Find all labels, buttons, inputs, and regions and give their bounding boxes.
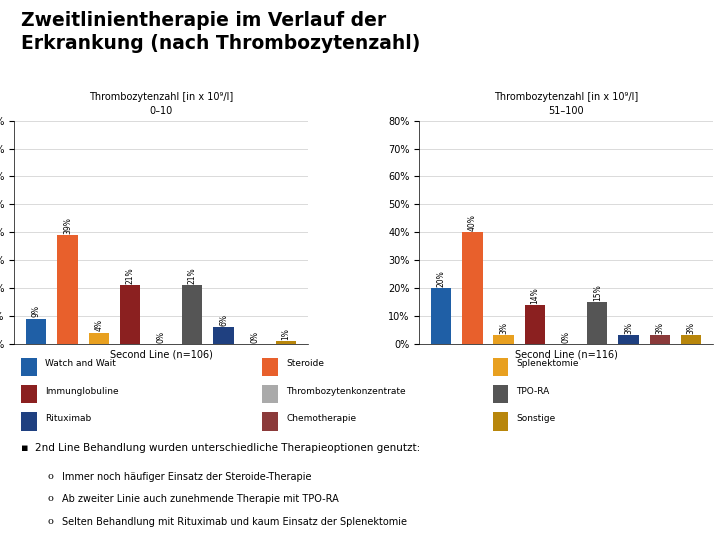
Text: 9%: 9% bbox=[32, 306, 41, 318]
Bar bbox=[26, 319, 46, 343]
Text: Selten Behandlung mit Rituximab und kaum Einsatz der Splenektomie: Selten Behandlung mit Rituximab und kaum… bbox=[62, 517, 407, 527]
Text: 20%: 20% bbox=[437, 270, 446, 287]
Bar bbox=[22, 357, 37, 376]
Bar bbox=[22, 385, 37, 403]
Text: 3%: 3% bbox=[499, 322, 508, 334]
Text: Sonstige: Sonstige bbox=[516, 414, 556, 423]
Bar bbox=[492, 385, 508, 403]
Text: Splenektomie: Splenektomie bbox=[516, 360, 579, 368]
Bar bbox=[618, 335, 639, 343]
Text: 1%: 1% bbox=[282, 328, 290, 340]
Text: 3%: 3% bbox=[655, 322, 665, 334]
Bar bbox=[492, 413, 508, 430]
Text: Immer noch häufiger Einsatz der Steroide-Therapie: Immer noch häufiger Einsatz der Steroide… bbox=[62, 471, 311, 482]
Text: Rituximab: Rituximab bbox=[45, 414, 91, 423]
Bar bbox=[276, 341, 296, 343]
Bar bbox=[587, 302, 608, 343]
Bar bbox=[262, 385, 278, 403]
Bar bbox=[492, 357, 508, 376]
Text: 3%: 3% bbox=[686, 322, 696, 334]
Bar bbox=[120, 285, 140, 343]
Bar bbox=[431, 288, 451, 343]
Text: o: o bbox=[48, 517, 54, 526]
Text: Thrombozytenkonzentrate: Thrombozytenkonzentrate bbox=[286, 387, 405, 396]
Text: 39%: 39% bbox=[63, 217, 72, 234]
Text: o: o bbox=[48, 495, 54, 503]
Bar bbox=[89, 333, 109, 343]
Text: Zweitlinientherapie im Verlauf der
Erkrankung (nach Thrombozytenzahl): Zweitlinientherapie im Verlauf der Erkra… bbox=[22, 11, 420, 53]
Text: 3%: 3% bbox=[624, 322, 633, 334]
Text: 14%: 14% bbox=[531, 287, 539, 303]
Text: Watch and Wait: Watch and Wait bbox=[45, 360, 116, 368]
Title: Thrombozytenzahl [in x 10⁹/l]
51–100: Thrombozytenzahl [in x 10⁹/l] 51–100 bbox=[494, 92, 638, 116]
Bar bbox=[213, 327, 234, 343]
Text: 2nd Line Behandlung wurden unterschiedliche Therapieoptionen genutzt:: 2nd Line Behandlung wurden unterschiedli… bbox=[35, 443, 420, 454]
Text: 0%: 0% bbox=[562, 330, 570, 342]
Text: Immunglobuline: Immunglobuline bbox=[45, 387, 119, 396]
Text: 21%: 21% bbox=[125, 267, 135, 284]
Text: o: o bbox=[48, 471, 54, 481]
Bar bbox=[493, 335, 514, 343]
Text: 4%: 4% bbox=[94, 319, 103, 332]
Title: Thrombozytenzahl [in x 10⁹/l]
0–10: Thrombozytenzahl [in x 10⁹/l] 0–10 bbox=[89, 92, 233, 116]
Bar bbox=[649, 335, 670, 343]
X-axis label: Second Line (n=116): Second Line (n=116) bbox=[515, 349, 618, 359]
Text: 40%: 40% bbox=[468, 214, 477, 231]
Bar bbox=[681, 335, 701, 343]
Bar bbox=[182, 285, 202, 343]
Text: 21%: 21% bbox=[188, 267, 197, 284]
Text: 6%: 6% bbox=[219, 314, 228, 326]
X-axis label: Second Line (n=106): Second Line (n=106) bbox=[109, 349, 212, 359]
Text: Chemotherapie: Chemotherapie bbox=[286, 414, 356, 423]
Text: 0%: 0% bbox=[157, 330, 166, 342]
Bar bbox=[262, 413, 278, 430]
Text: 15%: 15% bbox=[593, 284, 602, 301]
Text: ▪: ▪ bbox=[22, 443, 29, 454]
Text: Steroide: Steroide bbox=[286, 360, 324, 368]
Text: 0%: 0% bbox=[251, 330, 259, 342]
Bar bbox=[525, 305, 545, 343]
Text: Ab zweiter Linie auch zunehmende Therapie mit TPO-RA: Ab zweiter Linie auch zunehmende Therapi… bbox=[62, 495, 338, 504]
Text: TPO-RA: TPO-RA bbox=[516, 387, 550, 396]
Bar bbox=[262, 357, 278, 376]
Bar bbox=[462, 232, 482, 343]
Bar bbox=[58, 235, 78, 343]
Bar bbox=[22, 413, 37, 430]
